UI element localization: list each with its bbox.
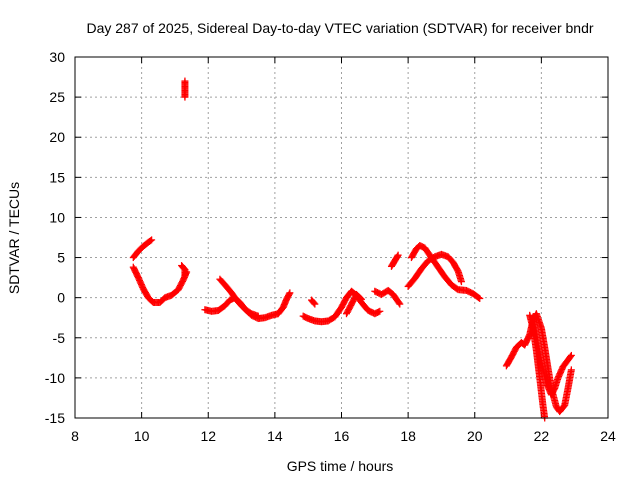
data-point	[376, 307, 384, 315]
y-tick-label: 0	[57, 290, 65, 306]
data-point	[310, 299, 318, 307]
y-tick-label: 30	[49, 49, 65, 65]
tick-labels: 8 10 12 14 16 18 20 22 24 -15 -10 -5 0 5 10 15 20 25 30	[45, 49, 616, 444]
data-point	[567, 351, 575, 359]
grid-lines	[75, 57, 608, 418]
x-tick-label: 12	[200, 428, 216, 444]
data-point	[476, 294, 484, 302]
data-point	[254, 312, 262, 320]
data-point	[356, 294, 364, 302]
y-tick-label: -15	[45, 410, 65, 426]
data-point	[285, 290, 293, 298]
x-axis-label: GPS time / hours	[287, 458, 394, 474]
x-tick-label: 20	[467, 428, 483, 444]
y-axis-label: SDTVAR / TECUs	[6, 182, 22, 294]
x-tick-label: 24	[600, 428, 616, 444]
data-point	[148, 236, 156, 244]
x-tick-label: 18	[400, 428, 416, 444]
data-point	[566, 353, 574, 361]
data-point	[567, 366, 575, 374]
data-point	[147, 237, 155, 245]
data-point	[286, 289, 294, 297]
data-point	[181, 271, 189, 279]
data-points	[129, 77, 575, 422]
x-tick-label: 16	[334, 428, 350, 444]
y-tick-label: 10	[49, 209, 65, 225]
y-tick-label: -5	[53, 330, 66, 346]
data-point	[393, 252, 401, 260]
chart-title: Day 287 of 2025, Sidereal Day-to-day VTE…	[86, 20, 593, 36]
data-point	[396, 300, 404, 308]
y-tick-label: 25	[49, 89, 65, 105]
y-tick-label: 5	[57, 250, 65, 266]
data-point	[357, 295, 365, 303]
x-tick-label: 14	[267, 428, 283, 444]
x-tick-label: 22	[534, 428, 550, 444]
y-tick-label: 20	[49, 129, 65, 145]
y-tick-label: -10	[45, 370, 65, 386]
data-point	[395, 299, 403, 307]
plot-frame	[74, 56, 609, 419]
x-tick-label: 8	[71, 428, 79, 444]
y-tick-label: 15	[49, 169, 65, 185]
data-point	[475, 294, 483, 302]
data-point	[311, 300, 319, 308]
data-point	[457, 278, 465, 286]
data-point	[181, 77, 189, 85]
data-point	[394, 251, 402, 259]
x-tick-label: 10	[134, 428, 150, 444]
